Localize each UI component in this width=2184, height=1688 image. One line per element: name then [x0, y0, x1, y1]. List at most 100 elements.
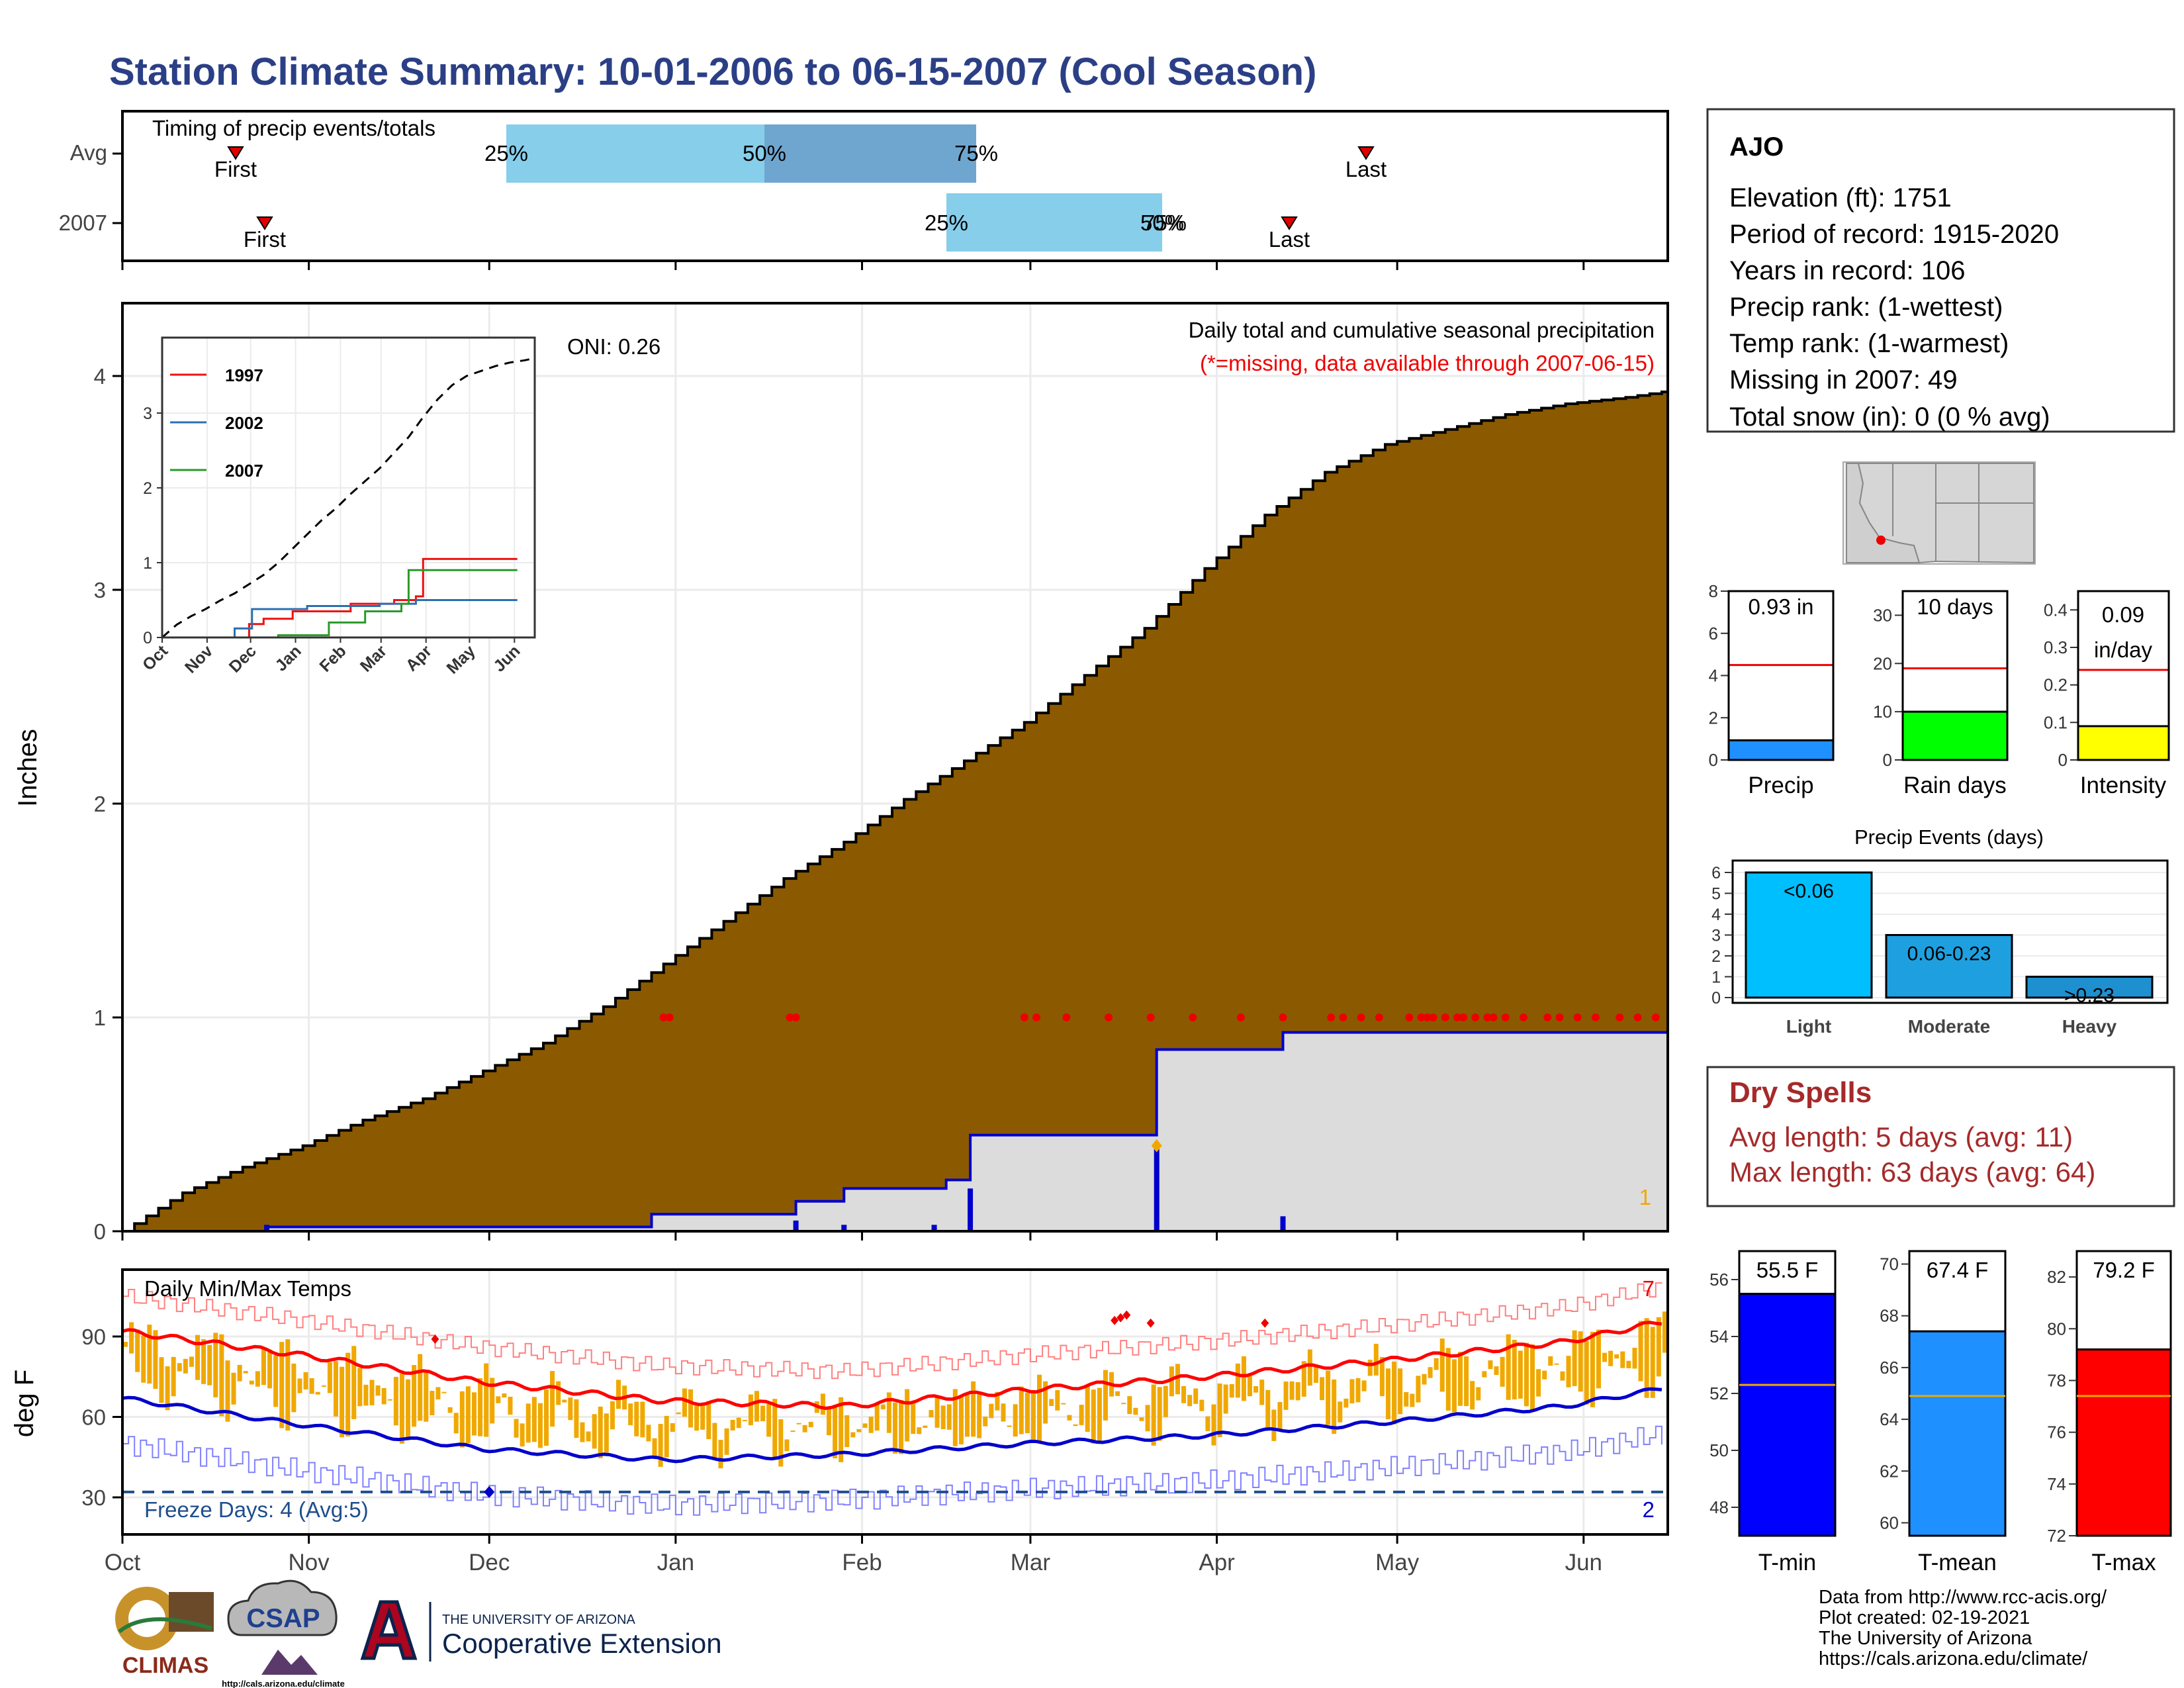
daily-temp-bar — [496, 1396, 501, 1403]
record-max-marker — [1261, 1318, 1269, 1328]
daily-temp-bar — [213, 1333, 218, 1397]
missing-day-marker — [1459, 1013, 1468, 1021]
daily-temp-bar — [766, 1403, 772, 1437]
record-min-marker — [484, 1485, 495, 1498]
daily-temp-bar — [399, 1374, 404, 1444]
daily-temp-bar — [556, 1381, 561, 1405]
daily-temp-bar — [195, 1335, 201, 1380]
page-title: Station Climate Summary: 10-01-2006 to 0… — [109, 50, 1316, 93]
missing-data-markers — [659, 1013, 1660, 1021]
daily-temp-bar — [1644, 1318, 1649, 1398]
dry-spells-avg: Avg length: 5 days (avg: 11) — [1729, 1121, 2073, 1152]
daily-temp-bar — [1488, 1360, 1493, 1370]
daily-temp-bar — [742, 1419, 747, 1421]
daily-temp-bar — [363, 1384, 369, 1406]
mini-ytick-label: 30 — [1873, 605, 1892, 625]
precip-ytick-label: 2 — [94, 792, 106, 816]
daily-temp-bar — [808, 1421, 813, 1428]
daily-temp-bar — [1662, 1311, 1667, 1353]
daily-temp-bar — [1422, 1374, 1427, 1385]
temp-mini-name: T-mean — [1918, 1550, 1997, 1575]
credit-line-3: The University of Arizona — [1819, 1628, 2032, 1649]
daily-temp-bar — [706, 1401, 711, 1440]
temp-mini-ytick-label: 74 — [2047, 1474, 2066, 1494]
station-period: Period of record: 1915-2020 — [1729, 220, 2059, 249]
missing-day-marker — [1375, 1013, 1383, 1021]
daily-temp-bar — [598, 1406, 603, 1458]
temp-mini-ytick-label: 48 — [1709, 1497, 1729, 1517]
temp-mini-ytick-label: 60 — [1880, 1513, 1899, 1532]
daily-temp-bar — [1602, 1352, 1608, 1362]
precip-ytick-label: 0 — [94, 1219, 106, 1244]
avg-cumulative-area — [122, 391, 1669, 1233]
daily-temp-bar — [983, 1417, 988, 1427]
daily-temp-bar — [977, 1391, 982, 1438]
daily-temp-bar — [634, 1401, 639, 1436]
daily-temp-bar — [730, 1419, 735, 1430]
daily-temp-bar — [754, 1391, 759, 1422]
daily-temp-bar — [586, 1431, 591, 1442]
missing-day-marker — [1573, 1013, 1582, 1021]
inset-series-1997 — [162, 557, 518, 639]
daily-temp-bar — [1392, 1361, 1397, 1425]
daily-temp-bar — [640, 1401, 645, 1438]
precip-mini-value: 0.93 in — [1748, 594, 1813, 619]
daily-temp-bar — [724, 1428, 729, 1455]
current-cumulative-area — [122, 1031, 1669, 1233]
inset-legend-1997: 1997 — [225, 365, 263, 385]
daily-temp-bar — [1428, 1367, 1433, 1378]
daily-temp-bar — [1338, 1401, 1343, 1423]
missing-day-marker — [1423, 1013, 1432, 1021]
daily-temp-bar — [652, 1438, 657, 1456]
climas-wordmark: CLIMAS — [122, 1653, 208, 1678]
daily-temp-bar — [694, 1405, 700, 1431]
daily-temp-bar — [447, 1407, 453, 1413]
temp-ylabel: deg F — [10, 1370, 39, 1437]
precip-event-label: <0.06 — [1784, 880, 1834, 902]
raindays-mini-chart: 0 10 20 30 10 days Rain days — [1873, 590, 2009, 798]
daily-temp-bar — [1367, 1360, 1373, 1376]
temp-mini-name: T-max — [2091, 1550, 2156, 1575]
daily-temp-bar — [1542, 1370, 1547, 1380]
timing-row-avg: Avg — [70, 140, 107, 165]
events-ytick-label: 4 — [1711, 906, 1721, 924]
daily-temp-bar — [886, 1392, 891, 1433]
month-label: Dec — [469, 1550, 510, 1575]
daily-temp-bar — [1385, 1368, 1390, 1420]
daily-temp-bar — [1145, 1405, 1150, 1432]
missing-day-marker — [1441, 1013, 1449, 1021]
daily-temp-bar — [1169, 1366, 1174, 1397]
daily-temp-bar — [952, 1389, 958, 1446]
daily-temp-bar — [1512, 1339, 1517, 1400]
daily-temp-bar — [171, 1356, 176, 1397]
daily-temp-bar — [880, 1404, 886, 1410]
daily-temp-bar — [279, 1342, 285, 1429]
avg-q75-label: 75% — [954, 141, 998, 165]
missing-day-marker — [792, 1013, 800, 1021]
daily-temp-bar — [315, 1391, 320, 1395]
daily-temp-bar — [351, 1346, 357, 1419]
y2007-last-marker — [1281, 216, 1298, 230]
daily-temp-bar — [1326, 1370, 1331, 1425]
daily-temp-bar — [934, 1397, 940, 1428]
daily-temp-bar — [796, 1423, 801, 1425]
daily-temp-bar — [340, 1366, 345, 1438]
precip-ylabel: Inches — [13, 729, 42, 807]
daily-temp-bar — [1175, 1364, 1180, 1395]
daily-temp-bar — [748, 1394, 753, 1426]
events-ytick-label: 2 — [1711, 947, 1721, 966]
mini-ytick-label: 4 — [1709, 666, 1718, 686]
daily-temp-bar — [580, 1422, 585, 1442]
daily-temp-bar — [874, 1404, 880, 1431]
precip-mini-name: Precip — [1748, 773, 1813, 798]
missing-day-marker — [1591, 1013, 1600, 1021]
events-ytick-label: 0 — [1711, 989, 1721, 1008]
missing-day-marker — [1236, 1013, 1245, 1021]
inset-ytick-label: 3 — [143, 404, 152, 423]
daily-temp-bar — [1379, 1357, 1385, 1397]
precip-event-category: Light — [1786, 1016, 1831, 1037]
daily-temp-bar — [303, 1372, 308, 1389]
daily-temp-bar — [543, 1389, 549, 1446]
